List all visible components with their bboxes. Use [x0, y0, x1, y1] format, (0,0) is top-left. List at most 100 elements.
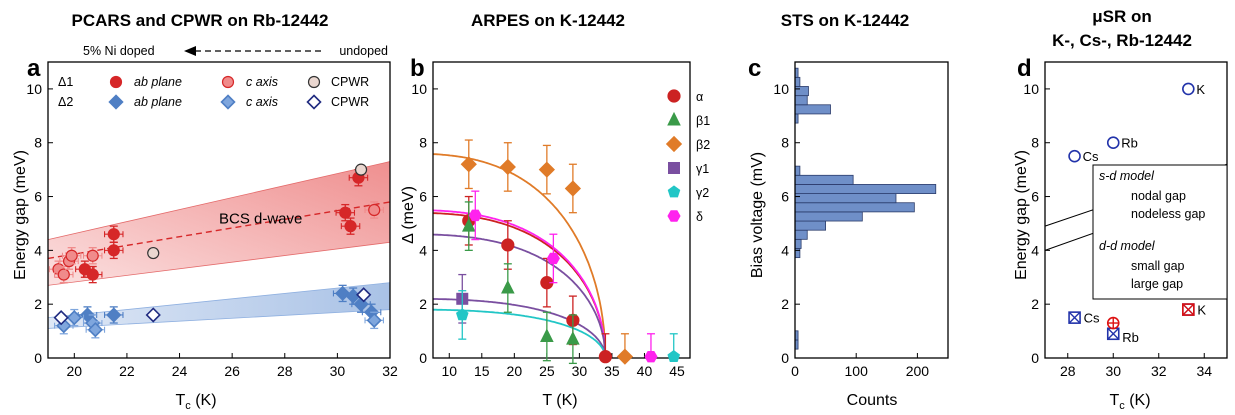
panel-b-ylabel: Δ (meV) [400, 186, 417, 244]
legend-alpha: α [696, 90, 703, 104]
nodeless-gap-point [1106, 136, 1120, 150]
panel-b-xtick-label: 15 [474, 363, 490, 379]
histogram-bar [794, 95, 808, 106]
panel-b-title: ARPES on K-12442 [471, 11, 625, 30]
panel-c-xlabel: Counts [847, 392, 898, 409]
legend-large: large gap [1131, 277, 1183, 291]
panel-a-xtick-label: 22 [119, 363, 135, 379]
legend-nodal: nodal gap [1131, 189, 1186, 203]
panel-a-point-Δ1-CPWR [147, 246, 160, 260]
panel-b-point-1 [566, 331, 580, 345]
panel-b-point-2 [460, 156, 477, 173]
panel-b-point-1 [461, 218, 476, 232]
histogram-bar [794, 211, 863, 222]
panel-a-point-Δ2-CPWR [356, 287, 372, 303]
panel-d-xtick-label: 28 [1060, 363, 1076, 379]
panel-c-xtick-label: 200 [906, 363, 930, 379]
histogram-bar [794, 238, 802, 249]
legend-ab-label-1: ab plane [134, 75, 182, 89]
panel-b-legend: α β1 β2 γ1 γ2 δ [696, 90, 710, 224]
panel-b-point-2 [538, 161, 555, 178]
panel-b-point-0 [501, 238, 515, 252]
panel-a-point-Δ2-ab-plane [106, 307, 122, 323]
nodeless-gap-label: Cs [1083, 149, 1099, 164]
legend-marker-d1-cpwr [307, 75, 321, 89]
panel-d-xlabel: Tc (K) [1109, 392, 1150, 412]
histogram-bar [794, 165, 801, 176]
panel-b-xtick-label: 10 [441, 363, 457, 379]
panel-d-legend-box [1092, 164, 1228, 300]
nodal-gap-label: K [1197, 303, 1206, 318]
panel-b-xtick-label: 20 [507, 363, 523, 379]
panel-a-point-Δ2-c-axis [366, 312, 382, 328]
panel-a-point-Δ2-ab-plane [335, 285, 351, 302]
histogram-bar [794, 248, 801, 259]
panel-a-doping-left: 5% Ni doped [83, 44, 155, 58]
legend-beta1: β1 [696, 114, 710, 128]
legend-small: small gap [1131, 259, 1185, 273]
bcs-d-wave-label: BCS d-wave [219, 210, 302, 227]
panel-b-ytick-label: 6 [419, 189, 427, 205]
legend-nodeless: nodeless gap [1131, 207, 1205, 221]
panel-d-ytick-label: 0 [1031, 350, 1039, 366]
panel-b-point-4 [455, 308, 469, 321]
panel-b-fit-5 [432, 209, 607, 359]
histogram-bar [794, 220, 827, 231]
panel-b-xtick-label: 30 [572, 363, 588, 379]
legend-gamma1: γ1 [696, 162, 709, 176]
panel-d-ytick-label: 6 [1031, 189, 1039, 205]
nodeless-gap-label: Rb [1121, 136, 1138, 151]
legend-marker-d2-c [220, 94, 236, 110]
panel-a-letter: a [27, 55, 41, 82]
panel-a-point-Δ1-c-axis [65, 249, 78, 262]
panel-a-ytick-label: 4 [34, 242, 42, 258]
panel-b-xtick-label: 45 [669, 363, 685, 379]
large-gap-point [1182, 303, 1195, 316]
panel-c-xtick-label: 0 [791, 363, 799, 379]
nodal-gap-point-x [1068, 311, 1081, 324]
panel-a-xtick-label: 32 [382, 363, 398, 379]
nodeless-gap-label: K [1196, 82, 1205, 97]
panel-d-title-line1: μSR on [1092, 7, 1152, 26]
nodal-gap-point [1068, 311, 1081, 324]
panel-a-ylabel: Energy gap (meV) [12, 150, 29, 280]
panel-b-point-0 [598, 350, 613, 364]
panel-b-fit-0 [432, 212, 607, 359]
legend-ab-label-2: ab plane [134, 95, 182, 109]
panel-a-point-Δ1-c-axis [86, 249, 99, 262]
histogram-bar [794, 76, 801, 87]
histogram-bar [794, 229, 808, 240]
panel-b-legend-marker-1 [667, 111, 681, 126]
legend-marker-d1-c [221, 75, 235, 89]
panel-a-frame [47, 61, 391, 359]
legend-beta2: β2 [696, 138, 710, 152]
nodeless-gap-point [1068, 149, 1081, 163]
panel-b-ytick-label: 0 [419, 350, 427, 366]
histogram-bar [794, 104, 831, 115]
panel-c-ytick-label: 4 [781, 242, 789, 258]
histogram-bar [794, 174, 854, 185]
panel-b-point-5 [644, 350, 658, 363]
panel-b-point-2 [564, 180, 582, 197]
legend-marker-d2-cpwr [306, 94, 322, 110]
panel-a-point-Δ2-c-axis [87, 322, 103, 338]
legend-delta2-label: Δ2 [58, 95, 73, 109]
legend-marker-d1-ab [109, 75, 123, 89]
histogram-bar [794, 193, 897, 204]
panel-a-point-Δ2-CPWR [53, 310, 69, 326]
histogram-bar [794, 202, 915, 213]
panel-c-title: STS on K-12442 [781, 11, 910, 30]
panel-d-ylabel: Energy gap (meV) [1013, 150, 1030, 280]
panel-a-title: PCARS and CPWR on Rb-12442 [72, 11, 329, 30]
panel-d-ytick-label: 10 [1023, 81, 1039, 97]
panel-b-point-1 [540, 328, 554, 342]
delta1-bcs-center-line [47, 201, 391, 260]
panel-a-point-Δ1-CPWR [354, 163, 368, 176]
panel-d-ytick-label: 4 [1031, 242, 1039, 258]
legend-marker-d2-ab [108, 94, 124, 110]
panel-a-point-Δ1-c-axis [57, 268, 70, 281]
legend-gamma2: γ2 [696, 186, 709, 200]
panel-c-letter: c [748, 55, 761, 82]
legend-delta: δ [696, 210, 703, 224]
